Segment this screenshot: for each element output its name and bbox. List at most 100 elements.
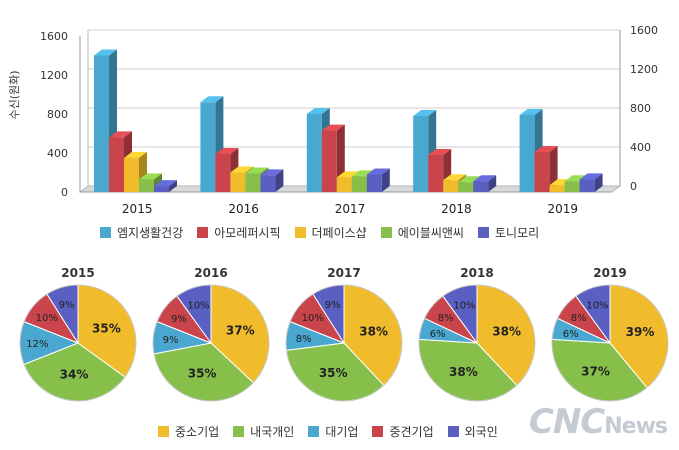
bar <box>519 114 535 192</box>
bar <box>473 181 489 192</box>
bar <box>139 179 154 192</box>
legend-swatch <box>100 227 111 238</box>
legend-swatch <box>197 227 209 238</box>
bar <box>351 176 367 192</box>
y2-tick-label: 0 <box>630 180 637 193</box>
legend-swatch <box>477 227 489 238</box>
legend-item: 아모레퍼시픽 <box>197 224 281 241</box>
bar-top <box>215 147 239 154</box>
pie-data-label: 10% <box>586 300 608 311</box>
bar <box>109 137 124 192</box>
pie-data-label: 10% <box>302 313 324 324</box>
pie-data-label: 37% <box>226 323 255 337</box>
x-tick-label: 2018 <box>441 202 472 216</box>
bar <box>534 152 550 192</box>
bar-top <box>443 174 467 181</box>
watermark-main: CNC <box>528 402 605 442</box>
bar <box>366 174 382 192</box>
y-tick-label: 0 <box>61 186 68 199</box>
bar <box>549 185 565 192</box>
pie-data-label: 8% <box>296 334 312 345</box>
pie-data-label: 39% <box>626 325 655 339</box>
pie-data-label: 10% <box>36 313 58 324</box>
bar-side <box>594 173 603 192</box>
pie-outline <box>551 284 669 402</box>
legend-swatch <box>447 426 459 437</box>
bar-side <box>488 175 497 192</box>
legend-label: 에이블씨앤씨 <box>397 226 464 240</box>
legend-item: 중견기업 <box>372 423 434 440</box>
pie-data-label: 38% <box>492 324 521 338</box>
bar-side <box>549 146 558 192</box>
legend-label: 외국인 <box>464 425 498 439</box>
bar-legend: 엠지생활건강 아모레퍼시픽 더페이스샵 에이블씨앤씨 토니모리 <box>100 224 553 241</box>
bar <box>260 175 276 192</box>
watermark-logo: CNCNews <box>528 402 668 442</box>
legend-swatch <box>294 227 306 238</box>
bar-top <box>428 148 452 155</box>
pie-year-label: 2017 <box>327 266 361 280</box>
bar-side <box>169 180 177 192</box>
pie-outline <box>152 284 270 402</box>
bar-top <box>458 176 482 183</box>
legend-label: 토니모리 <box>494 226 540 240</box>
pie-data-label: 6% <box>430 329 446 340</box>
bar <box>124 157 139 192</box>
watermark-suffix: News <box>604 414 668 439</box>
pie-data-label: 9% <box>325 300 341 311</box>
pie-data-label: 34% <box>60 368 89 382</box>
bar-top <box>321 124 345 131</box>
bar-top <box>564 175 588 182</box>
y2-tick-label: 1200 <box>630 63 658 76</box>
bar-top <box>336 171 360 178</box>
legend-item: 내국개인 <box>233 423 294 440</box>
bar-top <box>154 180 177 187</box>
legend-label: 엠지생활건강 <box>117 226 184 240</box>
bar <box>413 115 429 192</box>
bar-side <box>381 168 390 192</box>
legend-label: 중견기업 <box>389 425 434 439</box>
legend-swatch <box>372 426 384 437</box>
pie-outline <box>19 284 137 402</box>
legend-label: 중소기업 <box>175 425 220 439</box>
bar <box>321 130 337 192</box>
bar-top <box>109 131 132 138</box>
bar-top <box>579 173 603 180</box>
bar-top <box>94 49 117 56</box>
legend-item: 에이블씨앤씨 <box>380 224 464 241</box>
legend-label: 대기업 <box>325 425 359 439</box>
legend-item: 대기업 <box>308 423 358 440</box>
pie-data-label: 8% <box>571 313 587 324</box>
pie-data-label: 9% <box>163 335 179 346</box>
bar-top <box>260 169 284 176</box>
x-tick-label: 2017 <box>335 202 366 216</box>
pie-data-label: 38% <box>449 365 478 379</box>
bar <box>306 114 322 192</box>
bar <box>230 172 246 192</box>
pie-data-label: 12% <box>26 339 48 350</box>
bar <box>564 181 580 192</box>
bar <box>443 180 459 192</box>
bar-top <box>473 175 497 182</box>
legend-label: 더페이스샵 <box>311 226 367 240</box>
pie-data-label: 38% <box>359 324 388 338</box>
bar-top <box>124 151 147 158</box>
pie-year-label: 2019 <box>593 266 627 280</box>
bar <box>245 173 261 192</box>
bar-top <box>230 166 254 173</box>
pie-data-label: 10% <box>187 300 209 311</box>
bar <box>215 153 231 192</box>
y-tick-label: 1200 <box>40 69 68 82</box>
legend-swatch <box>308 426 320 437</box>
pie-data-label: 35% <box>319 366 348 380</box>
pie-outline <box>418 284 536 402</box>
bar-side <box>275 169 284 192</box>
bar <box>200 102 216 192</box>
bar <box>336 177 352 192</box>
legend-item: 외국인 <box>447 423 498 440</box>
pie-data-label: 10% <box>453 300 475 311</box>
legend-swatch <box>233 426 245 437</box>
legend-item: 더페이스샵 <box>294 224 367 241</box>
bar-top <box>413 109 437 116</box>
bar-top <box>366 168 390 175</box>
